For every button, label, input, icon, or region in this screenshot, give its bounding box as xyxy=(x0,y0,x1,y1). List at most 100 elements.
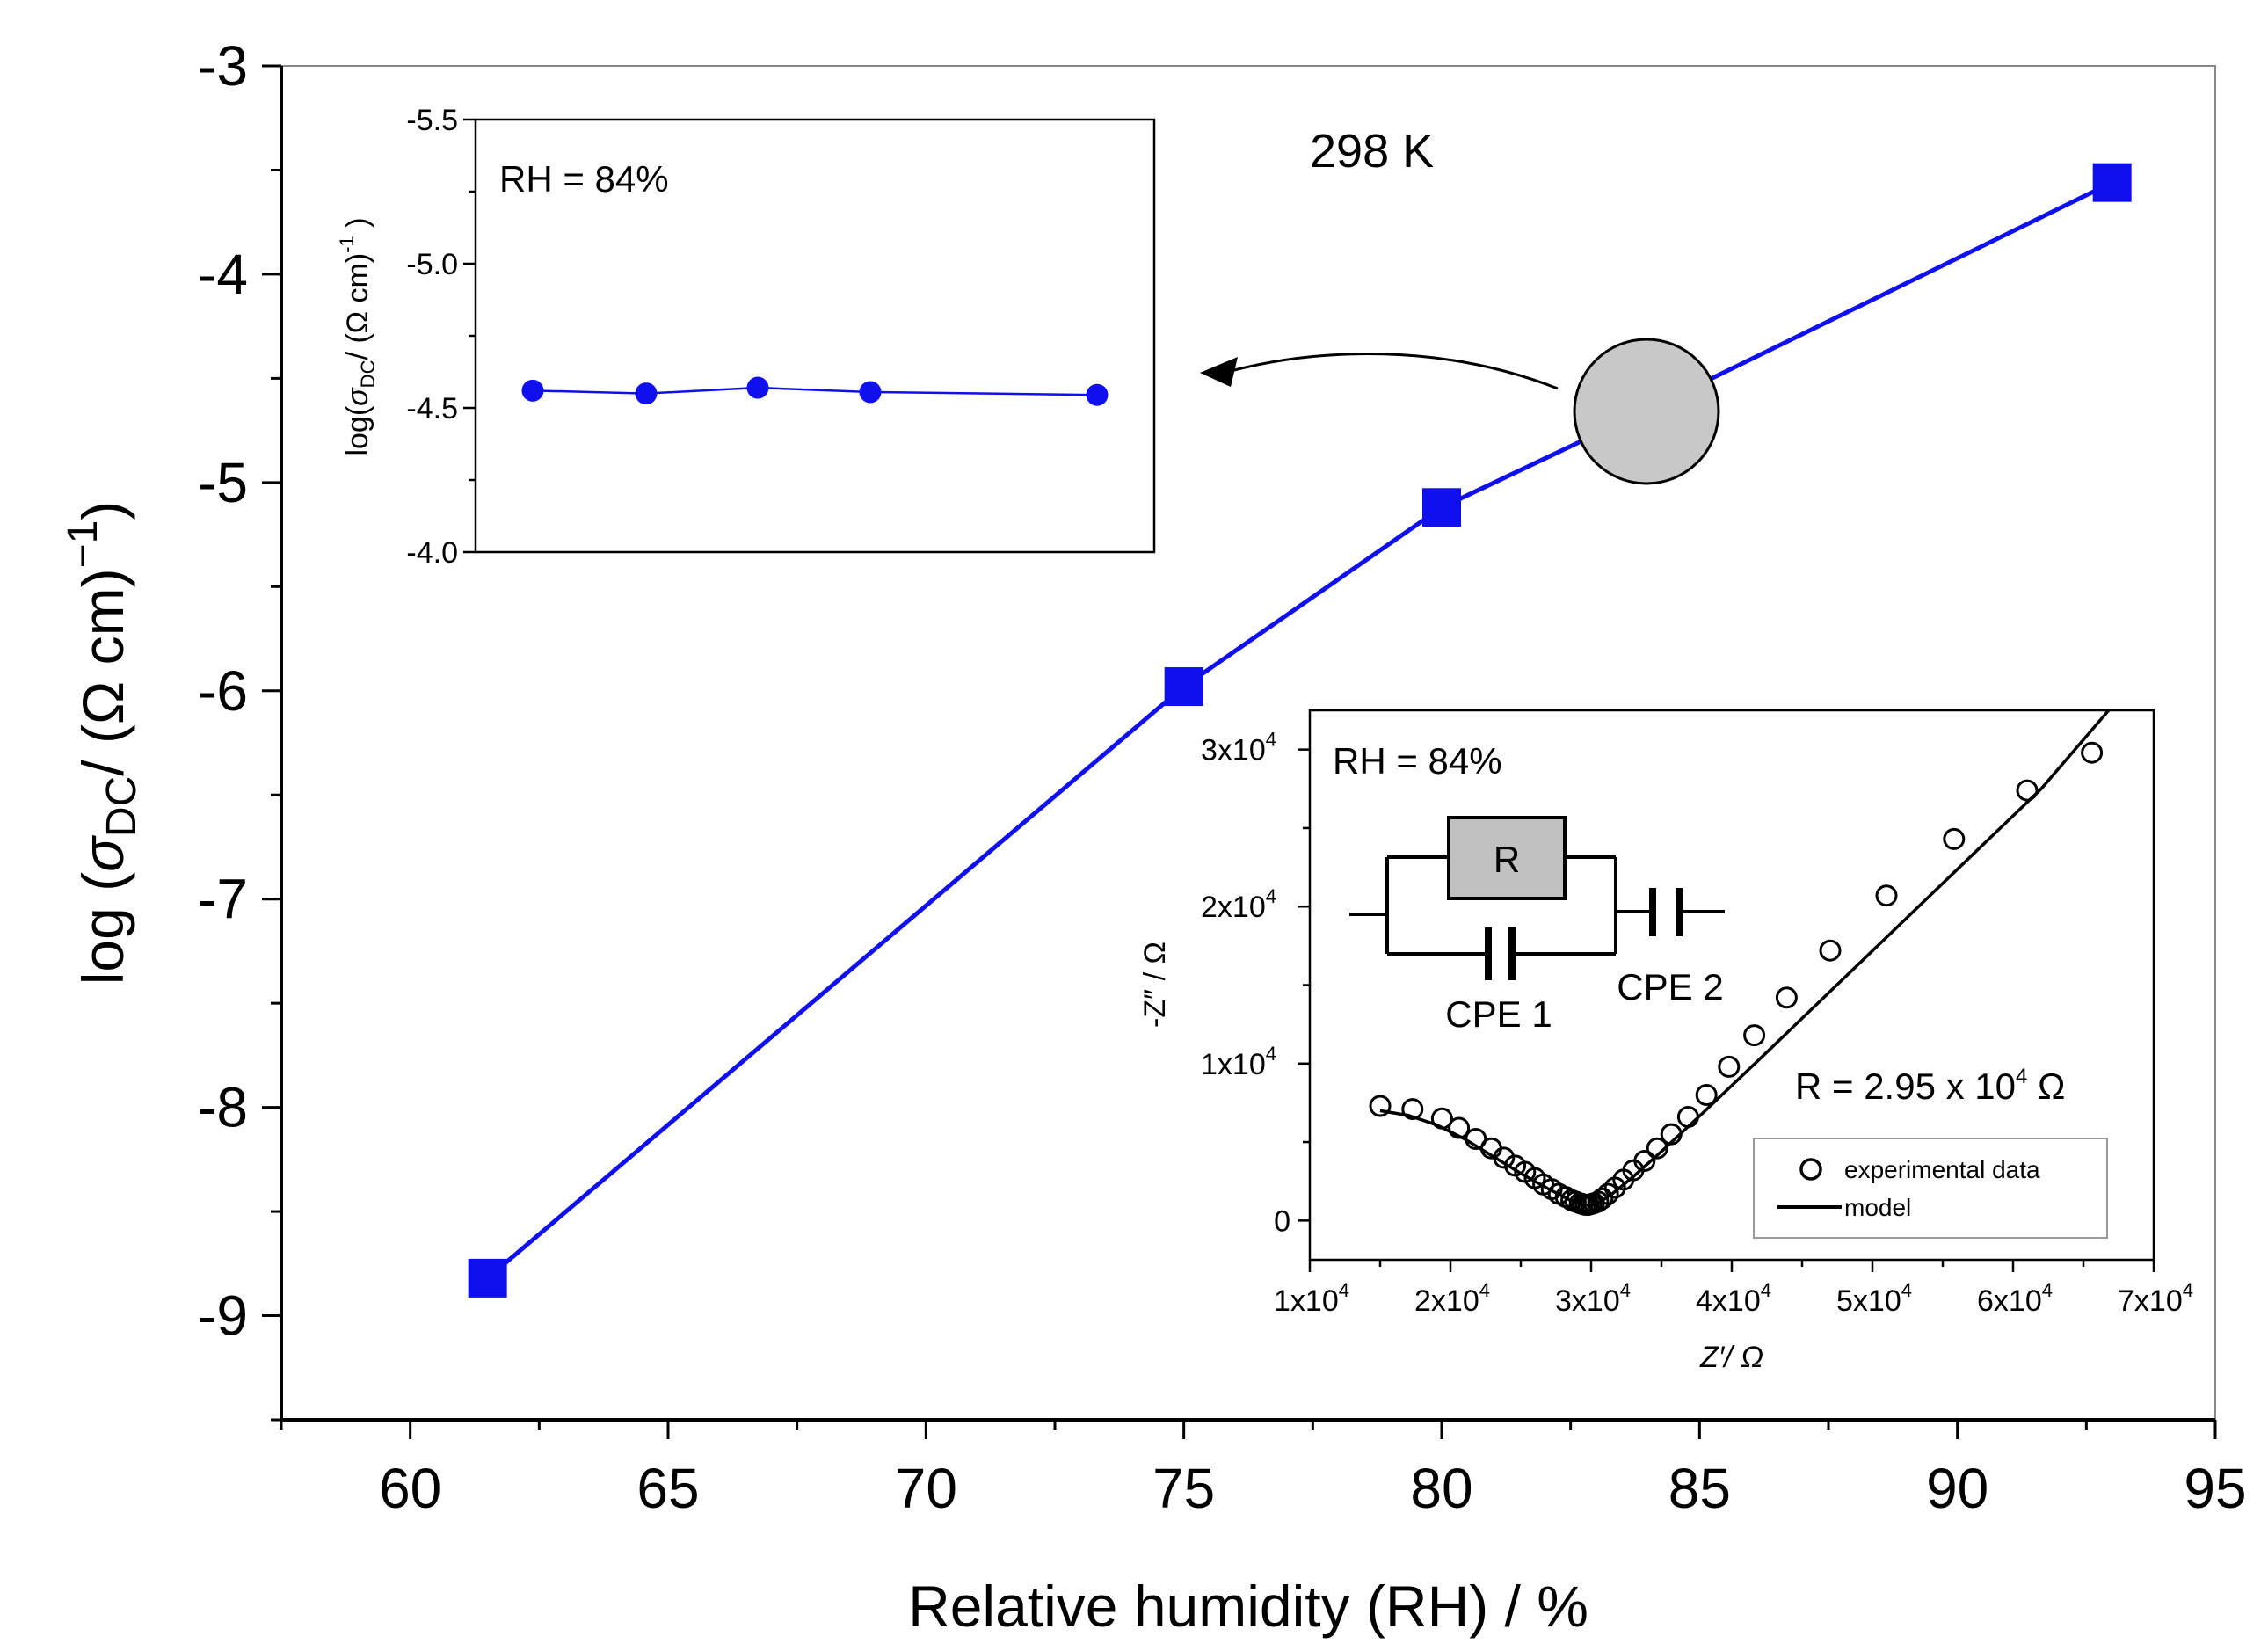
nyquist-x-tick-exp: 4 xyxy=(1339,1279,1349,1301)
main-x-tick-label: 90 xyxy=(1926,1457,1988,1520)
inset1-ylabel-c: ) xyxy=(341,217,374,236)
nyquist-x-tick-exp: 4 xyxy=(2042,1279,2053,1301)
nyquist-x-tick-mant: 1x10 xyxy=(1274,1284,1339,1318)
nyquist-x-axis-label: Z′/ Ω xyxy=(1699,1341,1763,1374)
nyquist-x-tick-label: 5x104 xyxy=(1836,1279,1912,1318)
fit-result: R = 2.95 x 104 Ω xyxy=(1795,1065,2065,1107)
inset1-y-tick-label: -5.5 xyxy=(406,104,458,137)
main-y-tick-label: -6 xyxy=(198,659,248,723)
fit-result-prefix: R = 2.95 x 10 xyxy=(1795,1066,2016,1107)
nyquist-y-tick-exp: 4 xyxy=(1266,1043,1276,1065)
nyquist-x-tick-mant: 3x10 xyxy=(1555,1284,1620,1318)
fit-result-unit: Ω xyxy=(2027,1066,2065,1107)
nyquist-y-tick-mant: 2x10 xyxy=(1201,891,1266,924)
inset1-ylabel-a: log( xyxy=(341,405,374,455)
main-y-tick-label: -5 xyxy=(198,451,248,514)
nyquist-data-point xyxy=(1596,1182,1619,1205)
main-x-tick-label: 75 xyxy=(1152,1457,1215,1520)
main-x-axis-label: Relative humidity (RH) / % xyxy=(908,1574,1588,1639)
nyquist-x-tick-exp: 4 xyxy=(1620,1279,1631,1301)
nyquist-y-tick-exp: 4 xyxy=(1266,729,1276,751)
temperature-annotation: 298 K xyxy=(1310,125,1434,178)
circuit-cpe1-label: CPE 1 xyxy=(1445,993,1552,1035)
nyquist-data-point xyxy=(2081,741,2104,764)
inset1-data-point xyxy=(1086,383,1109,406)
nyquist-x-tick-mant: 6x10 xyxy=(1977,1284,2042,1318)
nyquist-data-point xyxy=(1401,1098,1424,1121)
nyquist-y-tick-mant: 0 xyxy=(1274,1204,1290,1238)
main-data-point xyxy=(1164,667,1203,707)
nyquist-data-point xyxy=(1695,1084,1718,1106)
nyquist-x-tick-exp: 4 xyxy=(2183,1279,2193,1301)
legend-experimental-label: experimental data xyxy=(1844,1156,2040,1183)
nyquist-data-point xyxy=(1646,1137,1668,1160)
main-y-tick-label: -8 xyxy=(198,1076,248,1139)
nyquist-data-point xyxy=(1465,1128,1487,1150)
main-y-tick-label: -9 xyxy=(198,1284,248,1348)
inset1-ylabel-sigma: σ xyxy=(341,387,374,406)
inset1-rh-label: RH = 84% xyxy=(499,158,669,200)
svg-text:log(σDC/ (Ω cm)-1 ): log(σDC/ (Ω cm)-1 ) xyxy=(336,217,379,455)
main-x-tick-label: 60 xyxy=(379,1457,441,1520)
inset1-data-point xyxy=(859,381,882,404)
nyquist-data-point xyxy=(1591,1187,1614,1210)
nyquist-data-point xyxy=(1369,1095,1392,1117)
main-y-axis-label: log (σDC/ (Ω cm)−1) xyxy=(60,501,145,986)
resistor-box xyxy=(1447,816,1567,900)
nyquist-data-point xyxy=(1943,827,1966,850)
callout-arrow xyxy=(1230,353,1559,390)
nyquist-data-point xyxy=(1448,1116,1471,1139)
nyquist-y-tick-mant: 3x10 xyxy=(1201,734,1266,767)
nyquist-y-tick-mant: 1x10 xyxy=(1201,1048,1266,1081)
inset1-y-tick-label: -4.0 xyxy=(406,536,458,570)
fit-result-exp: 4 xyxy=(2016,1065,2027,1088)
arrow-head-icon xyxy=(1200,357,1238,387)
nyquist-data-point xyxy=(1775,986,1798,1009)
main-y-tick-label: -7 xyxy=(198,868,248,931)
svg-text:log (σDC/ (Ω cm)−1): log (σDC/ (Ω cm)−1) xyxy=(60,501,145,986)
main-chart: -3 -4 -5 -6 -7 -8 -9 60 65 70 75 80 85 90 95 Relative… xyxy=(60,34,2247,1639)
nyquist-x-tick-label: 2x104 xyxy=(1414,1279,1490,1318)
nyquist-data-point xyxy=(1819,939,1842,962)
main-x-tick-label: 70 xyxy=(895,1457,957,1520)
legend-model-label: model xyxy=(1844,1194,1911,1221)
nyquist-data-point xyxy=(1660,1123,1683,1146)
nyquist-x-tick-label: 7x104 xyxy=(2118,1279,2193,1318)
nyquist-x-tick-exp: 4 xyxy=(1479,1279,1490,1301)
inset1-data-point xyxy=(635,382,658,405)
legend-circle-icon xyxy=(1799,1158,1822,1181)
inset1-y-tick-label: -4.5 xyxy=(406,392,458,425)
inset1-ylabel-b: / (Ω cm) xyxy=(341,253,374,360)
inset1-ylabel-sup: -1 xyxy=(336,236,358,253)
nyquist-data-point xyxy=(1875,884,1898,907)
main-x-tick-label: 85 xyxy=(1668,1457,1731,1520)
inset1-ylabel-sub: DC xyxy=(357,360,379,388)
nyquist-data-point xyxy=(1493,1146,1516,1169)
nyquist-x-tick-mant: 5x10 xyxy=(1836,1284,1901,1318)
nyquist-y-axis-label: -Z″ / Ω xyxy=(1138,942,1172,1028)
inset-conductivity-chart: -5.5 -5.0 -4.5 -4.0 RH = 84% log(σDC/ (Ω cm… xyxy=(336,104,1156,570)
nyquist-data-point xyxy=(1430,1107,1453,1130)
nyquist-data-point xyxy=(1718,1055,1741,1078)
main-data-point xyxy=(468,1258,507,1298)
nyquist-data-point xyxy=(1743,1024,1766,1047)
nyquist-x-tick-mant: 4x10 xyxy=(1696,1284,1761,1318)
nyquist-x-tick-exp: 4 xyxy=(1901,1279,1912,1301)
inset1-y-tick-label: -5.0 xyxy=(406,248,458,281)
main-data-point xyxy=(2092,163,2132,202)
main-y-tick-label: -3 xyxy=(198,34,248,98)
main-data-point xyxy=(1422,488,1461,527)
equivalent-circuit xyxy=(1349,816,1725,980)
nyquist-y-tick-label: 3x104 xyxy=(1201,729,1276,767)
nyquist-x-tick-label: 1x104 xyxy=(1274,1279,1349,1318)
nyquist-legend: experimental data model xyxy=(1753,1138,2108,1239)
nyquist-y-tick-label: 2x104 xyxy=(1201,885,1276,924)
circuit-cpe2-label: CPE 2 xyxy=(1617,966,1723,1007)
inset1-frame xyxy=(474,118,1156,554)
nyquist-x-tick-exp: 4 xyxy=(1761,1279,1771,1301)
nyquist-x-tick-label: 3x104 xyxy=(1555,1279,1631,1318)
nyquist-x-tick-mant: 2x10 xyxy=(1414,1284,1479,1318)
circuit-r-label: R xyxy=(1494,839,1520,880)
